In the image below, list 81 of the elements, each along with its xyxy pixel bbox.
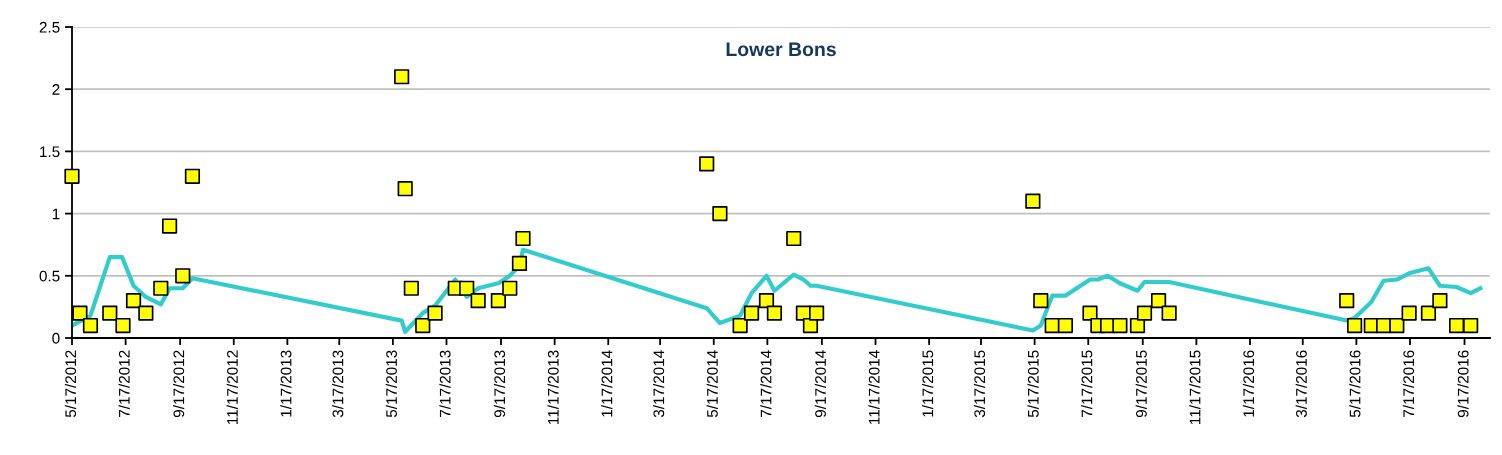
point — [415, 317, 431, 334]
x-tick-label: 11/17/2014 — [868, 350, 880, 424]
point — [427, 305, 443, 321]
point — [1389, 317, 1405, 334]
point — [1448, 317, 1465, 334]
point — [1057, 317, 1073, 334]
point — [786, 230, 802, 247]
point — [743, 305, 760, 321]
x-tick-label: 1/17/2016 — [1242, 350, 1255, 417]
x-tick-label: 9/17/2013 — [493, 350, 506, 418]
line-series — [72, 247, 1483, 334]
text: Lower Bons — [726, 42, 836, 57]
point — [758, 293, 775, 309]
x-tick-label: 3/17/2013 — [332, 350, 344, 418]
point — [138, 305, 154, 321]
point — [72, 305, 88, 321]
point — [1112, 317, 1128, 334]
point — [394, 69, 410, 85]
x-tick-label: 1/17/2013 — [280, 350, 292, 417]
point — [403, 280, 419, 296]
point — [502, 280, 518, 296]
point — [515, 230, 531, 247]
x-tick-label: 9/17/2016 — [1457, 350, 1469, 418]
point — [1463, 317, 1479, 334]
x-tick-label: 11/17/2013 — [547, 350, 559, 424]
point — [1150, 293, 1167, 309]
x-tick-label: 11/17/2015 — [1189, 350, 1201, 424]
x-tick-label: 1/17/2015 — [922, 350, 934, 417]
x-tick-label: 9/17/2012 — [173, 350, 185, 418]
point — [712, 205, 728, 222]
point — [490, 293, 506, 309]
point — [82, 317, 99, 334]
x-tick-label: 5/17/2014 — [706, 350, 718, 418]
point — [1082, 305, 1098, 321]
point — [161, 218, 178, 234]
point — [459, 280, 475, 296]
y-tick-label: 0.5 — [39, 270, 60, 282]
x-tick-label: 7/17/2012 — [118, 350, 130, 417]
x-tick-label: 7/17/2015 — [1081, 350, 1093, 417]
x-tick-label: 7/17/2013 — [439, 350, 451, 417]
point — [1432, 293, 1448, 309]
x-tick-label: 7/17/2014 — [760, 350, 772, 417]
point — [1136, 305, 1153, 321]
y-tick-label: 1 — [52, 208, 60, 220]
point — [64, 168, 80, 184]
point — [184, 168, 201, 184]
x-tick-label: 7/17/2016 — [1402, 350, 1415, 417]
point — [175, 268, 191, 284]
y-tick-label: 1.5 — [40, 146, 60, 158]
point — [1033, 293, 1049, 309]
point — [397, 181, 413, 197]
y-tick-label: 2 — [52, 84, 60, 95]
point — [1420, 305, 1437, 321]
y-tick-label: 2.5 — [39, 21, 60, 33]
point — [153, 280, 169, 296]
point — [809, 305, 825, 321]
point — [511, 255, 528, 271]
point — [470, 293, 486, 309]
point — [102, 305, 118, 321]
point — [1347, 317, 1363, 334]
x-tick-label: 11/17/2012 — [226, 350, 238, 424]
x-tick-label: 1/17/2014 — [601, 350, 613, 417]
x-tick-label: 5/17/2016 — [1349, 350, 1361, 418]
point — [766, 305, 783, 321]
point — [1025, 193, 1041, 209]
point — [1339, 293, 1355, 309]
point — [125, 293, 142, 309]
point — [1401, 305, 1417, 321]
x-tick-label: 3/17/2016 — [1295, 350, 1307, 418]
x-tick-label: 9/17/2015 — [1135, 350, 1147, 418]
x-tick-label: 5/17/2015 — [1027, 350, 1039, 418]
point — [699, 156, 715, 172]
x-tick-label: 3/17/2014 — [653, 350, 665, 418]
point — [1161, 305, 1177, 321]
x-tick-label: 9/17/2014 — [814, 350, 826, 418]
x-tick-label: 5/17/2012 — [64, 350, 77, 418]
x-tick-label: 3/17/2015 — [973, 350, 986, 418]
y-tick-label: 0 — [52, 332, 60, 344]
point — [115, 317, 131, 334]
x-tick-label: 5/17/2013 — [385, 350, 397, 418]
point — [732, 317, 748, 334]
